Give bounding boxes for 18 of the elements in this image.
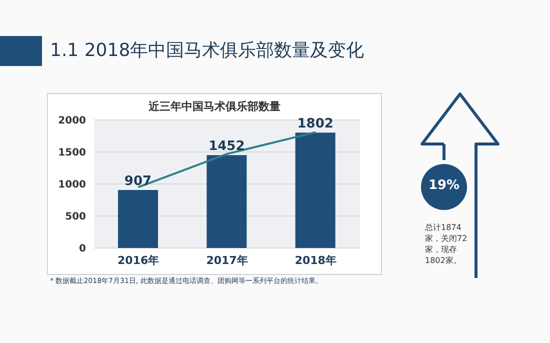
chart-subtitle: 近三年中国马术俱乐部数量 [148, 99, 282, 114]
text: 总计1874家，关闭72家，现存1802家。 [425, 222, 468, 266]
y-tick-label: 0 [79, 244, 86, 255]
y-tick-label: 2000 [58, 116, 86, 127]
y-tick-label: 1500 [58, 148, 86, 159]
text: 19% [427, 178, 461, 193]
y-tick-label: 1000 [58, 180, 86, 191]
bar [206, 155, 247, 248]
data-label: 907 [124, 174, 152, 189]
x-tick-label: 2016年 [118, 254, 160, 267]
data-label: 1452 [208, 139, 245, 154]
x-tick-label: 2017年 [206, 254, 248, 267]
bar [295, 132, 336, 248]
x-tick-label: 2018年 [294, 254, 336, 267]
bar [118, 190, 158, 248]
chart-title: 1.1 2018年中国马术俱乐部数量及变化 [50, 39, 364, 62]
y-tick-label: 500 [65, 212, 86, 223]
data-label: 1802 [297, 116, 334, 132]
